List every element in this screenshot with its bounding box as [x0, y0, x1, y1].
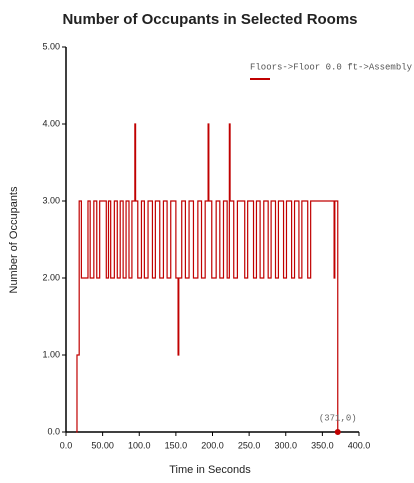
x-tick-label: 250.0	[238, 440, 261, 450]
x-tick-label: 200.0	[201, 440, 224, 450]
annotation-text: (371,0)	[319, 413, 357, 423]
chart-title: Number of Occupants in Selected Rooms	[62, 11, 357, 28]
y-tick-label: 5.00	[42, 41, 60, 51]
y-tick-label: 3.00	[42, 195, 60, 205]
y-tick-label: 1.00	[42, 349, 60, 359]
y-tick-label: 4.00	[42, 118, 60, 128]
x-tick-label: 0.0	[60, 440, 73, 450]
y-axis-label: Number of Occupants	[8, 186, 20, 293]
x-tick-label: 350.0	[311, 440, 334, 450]
annotation-point	[334, 429, 341, 435]
legend-label: Floors->Floor 0.0 ft->Assembly point	[250, 62, 414, 72]
x-tick-label: 50.00	[91, 440, 114, 450]
x-tick-label: 400.0	[348, 440, 371, 450]
x-tick-label: 150.0	[165, 440, 188, 450]
x-axis-label: Time in Seconds	[169, 464, 251, 476]
x-tick-label: 300.0	[274, 440, 297, 450]
data-line	[76, 123, 339, 433]
y-tick-label: 2.00	[42, 272, 60, 282]
y-tick-label: 0.0	[47, 426, 60, 436]
x-tick-label: 100.0	[128, 440, 151, 450]
